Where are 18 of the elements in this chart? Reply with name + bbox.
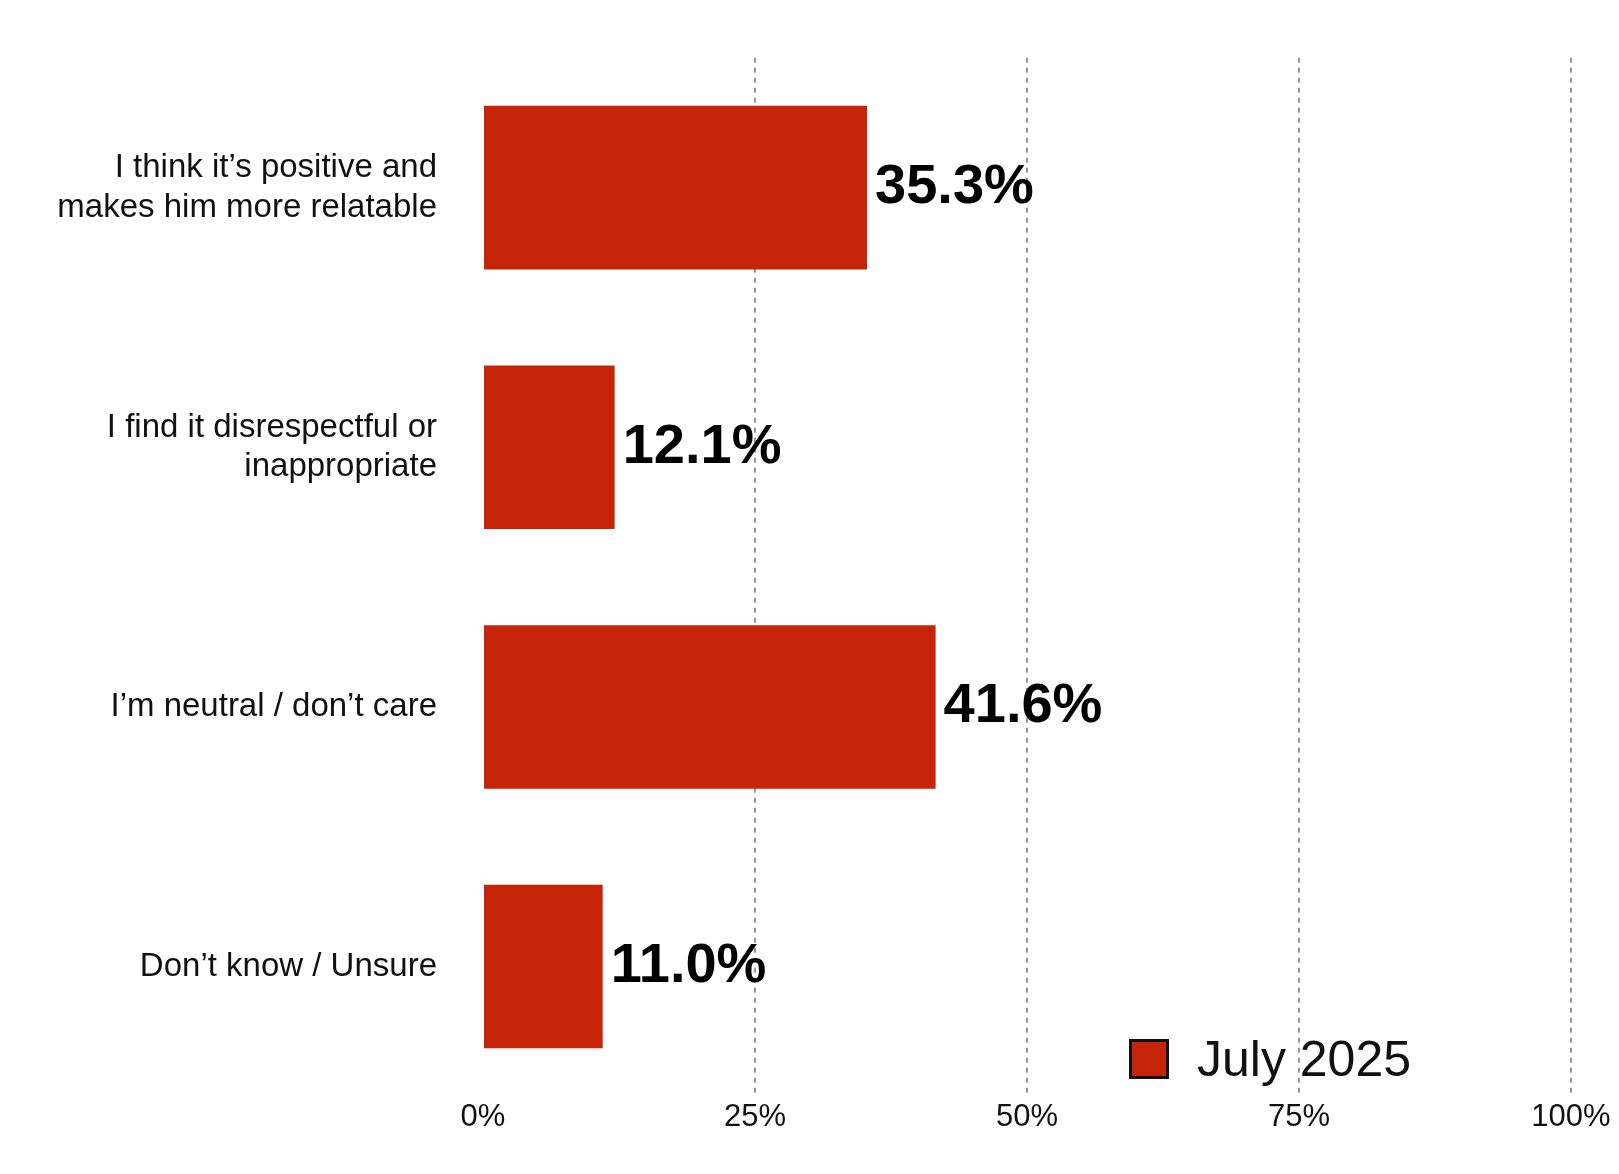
- text: 11.0%: [610, 931, 767, 995]
- y-tick-label: I’m neutral / don’t care: [110, 686, 437, 724]
- bar: [484, 105, 868, 270]
- text: 35.3%: [875, 152, 1034, 216]
- text: 12.1%: [622, 411, 782, 475]
- y-tick-label: I think it’s positive and makes him more relatable: [57, 146, 437, 224]
- x-tick-label: 50%: [995, 1097, 1059, 1133]
- y-tick-label: Don’t know / Unsure: [139, 945, 437, 983]
- x-tick-label: 0%: [460, 1097, 506, 1133]
- legend-label: July 2025: [1197, 1030, 1412, 1089]
- x-tick-label: 100%: [1531, 1097, 1611, 1133]
- bar: [484, 884, 603, 1049]
- x-tick-label: 75%: [1267, 1097, 1331, 1133]
- y-tick-label: I find it disrespectful or inappropriate: [106, 406, 437, 484]
- bar: [484, 365, 615, 530]
- text: 41.6%: [943, 671, 1103, 735]
- x-tick-label: 25%: [723, 1097, 787, 1133]
- bar: [484, 625, 936, 789]
